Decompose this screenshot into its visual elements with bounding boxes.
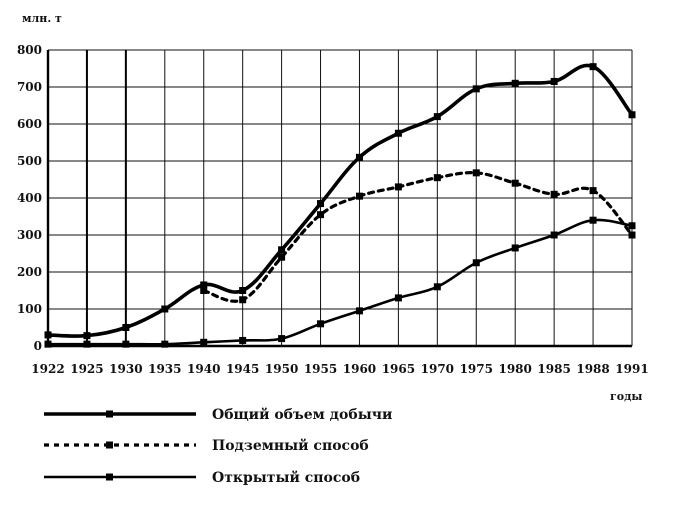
series-2-point <box>355 192 363 200</box>
series-1-point <box>394 129 402 137</box>
x-tick-label: 1955 <box>304 362 337 376</box>
series-1-point <box>44 331 52 339</box>
x-tick-label: 1980 <box>498 362 531 376</box>
series-2-point <box>589 187 597 195</box>
y-tick-label: 600 <box>17 117 42 131</box>
series-lines <box>44 63 636 348</box>
x-tick-label: 1945 <box>226 362 259 376</box>
y-tick-label: 800 <box>17 43 42 57</box>
series-2-point <box>200 287 208 294</box>
legend-label-2: Подземный способ <box>212 437 369 454</box>
series-3-point <box>122 340 130 348</box>
y-tick-label: 0 <box>34 339 42 353</box>
series-1-point <box>83 332 91 340</box>
legend: Общий объем добычи Подземный способ Открыт… <box>44 406 392 486</box>
series-2-point <box>511 179 519 187</box>
series-1-point <box>161 305 169 313</box>
series-1-point <box>628 111 636 119</box>
series-2-point <box>394 183 402 191</box>
series-3-point <box>317 320 325 328</box>
series-2-point <box>472 169 480 177</box>
x-tick-label: 1935 <box>148 362 181 376</box>
series-3-point <box>511 244 519 252</box>
x-tick-label: 1940 <box>187 362 220 376</box>
legend-marker-1 <box>106 410 113 418</box>
series-1-point <box>278 246 286 254</box>
series-3-point <box>433 283 441 291</box>
series-1-point <box>355 153 363 161</box>
series-3-point <box>83 340 91 348</box>
x-axis-unit-label: годы <box>610 390 642 403</box>
series-1-point <box>433 113 441 121</box>
x-tick-label: 1950 <box>265 362 298 376</box>
series-1-point <box>317 200 325 208</box>
x-tick-label: 1965 <box>382 362 415 376</box>
series-3-point <box>550 231 558 239</box>
series-3-point <box>44 340 52 348</box>
x-tick-label: 1960 <box>343 362 376 376</box>
series-1-point <box>239 287 247 294</box>
series-2-point <box>239 296 247 304</box>
y-tick-label: 100 <box>17 302 42 316</box>
series-2-point <box>317 211 325 219</box>
series-1-point <box>511 79 519 87</box>
series-2-point <box>278 253 286 261</box>
y-axis-unit-label: млн. т <box>22 12 62 25</box>
series-line-2 <box>202 171 634 303</box>
series-1-point <box>472 85 480 93</box>
x-tick-label: 1930 <box>109 362 142 376</box>
axes <box>46 50 632 348</box>
y-tick-label: 200 <box>17 265 42 279</box>
series-3-point <box>355 307 363 315</box>
series-3-point <box>628 222 636 230</box>
y-tick-labels: 0 100 200 300 400 500 600 700 800 <box>17 43 42 353</box>
series-line-1 <box>46 63 634 338</box>
series-3-point <box>394 294 402 302</box>
series-3-point <box>200 338 208 346</box>
y-tick-label: 400 <box>17 191 42 205</box>
x-tick-label: 1988 <box>576 362 609 376</box>
grid-lines <box>47 49 633 347</box>
series-3-point <box>239 336 247 344</box>
x-tick-label: 1970 <box>421 362 454 376</box>
y-tick-label: 500 <box>17 154 42 168</box>
x-tick-label: 1975 <box>460 362 493 376</box>
legend-marker-3 <box>106 473 113 481</box>
legend-label-1: Общий объем добычи <box>212 406 392 423</box>
series-2-point <box>550 190 558 198</box>
series-1-point <box>122 324 130 331</box>
series-1-point <box>550 77 558 85</box>
series-3-point <box>278 335 286 343</box>
x-tick-label: 1922 <box>31 362 64 376</box>
series-3-point <box>161 340 169 348</box>
series-1-point <box>589 63 597 71</box>
x-tick-label: 1991 <box>615 362 648 376</box>
series-2-point <box>628 231 636 239</box>
series-2-point <box>433 174 441 182</box>
series-1-point <box>200 281 208 289</box>
series-3-point <box>472 259 480 267</box>
series-3-point <box>589 216 597 224</box>
series-line-3 <box>46 218 634 346</box>
y-tick-label: 700 <box>17 80 42 94</box>
x-tick-labels: 1922 1925 1930 1935 1940 1945 1950 1955 1960 1965… <box>31 362 648 376</box>
legend-marker-2 <box>106 441 113 449</box>
legend-label-3: Открытый способ <box>212 469 360 486</box>
x-tick-label: 1925 <box>70 362 103 376</box>
y-tick-label: 300 <box>17 228 42 242</box>
x-tick-label: 1985 <box>537 362 570 376</box>
